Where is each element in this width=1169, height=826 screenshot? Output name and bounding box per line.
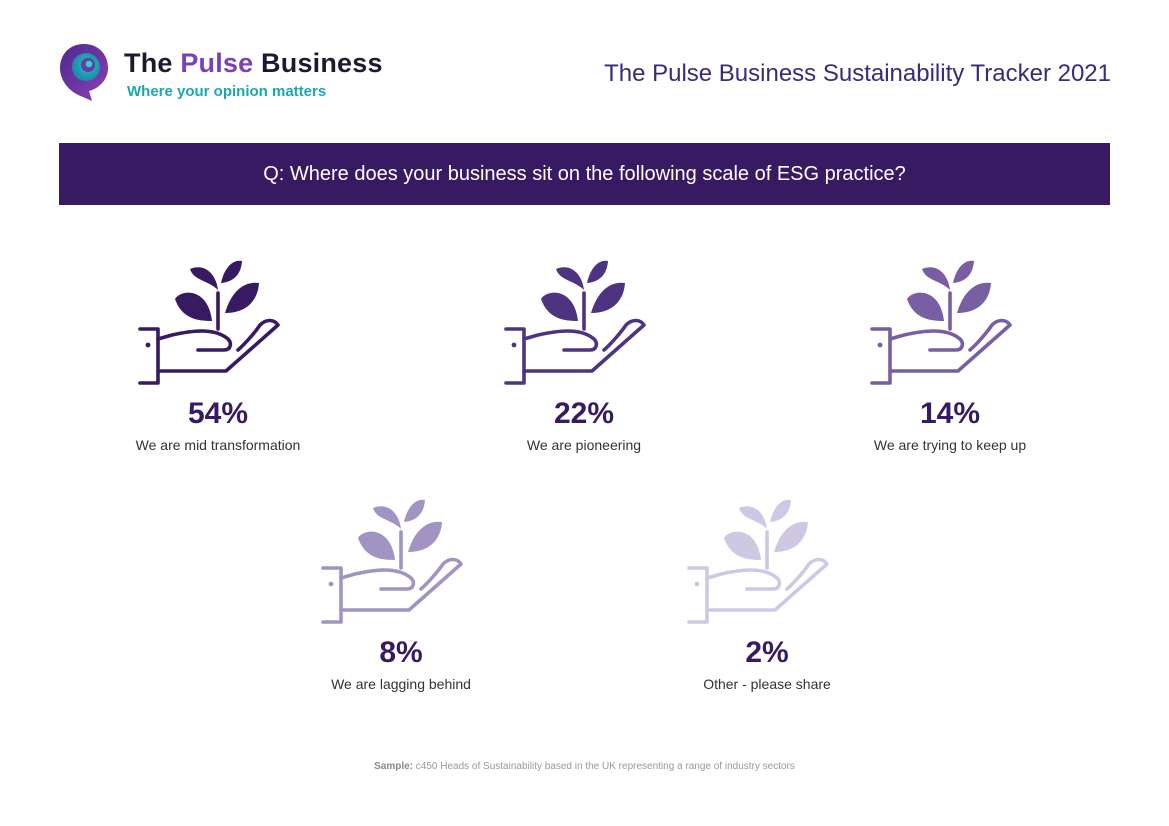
plant-in-hand-icon bbox=[870, 260, 1012, 385]
tracker-title: The Pulse Business Sustainability Tracke… bbox=[604, 60, 1111, 87]
value-label: 8% bbox=[379, 636, 423, 669]
sample-label: Sample: bbox=[374, 761, 413, 772]
sample-note: Sample: c450 Heads of Sustainability bas… bbox=[0, 761, 1169, 772]
brand-tagline: Where your opinion matters bbox=[127, 83, 327, 100]
category-label: We are mid transformation bbox=[135, 437, 301, 453]
brand-name-part1: The bbox=[124, 48, 181, 78]
value-label: 22% bbox=[553, 397, 615, 430]
brand-name-accent: Pulse bbox=[180, 48, 254, 78]
question-text: Q: Where does your business sit on the f… bbox=[263, 162, 906, 185]
sample-text: c450 Heads of Sustainability based in th… bbox=[415, 761, 795, 772]
value-label: 2% bbox=[745, 636, 789, 669]
category-label: Other - please share bbox=[703, 676, 831, 692]
plant-in-hand-icon bbox=[504, 260, 646, 385]
result-item: 2% Other - please share bbox=[637, 494, 897, 692]
result-item: 22% We are pioneering bbox=[454, 255, 714, 453]
question-banner: Q: Where does your business sit on the f… bbox=[59, 143, 1110, 205]
value-label: 54% bbox=[187, 397, 249, 430]
result-item: 8% We are lagging behind bbox=[271, 494, 531, 692]
category-label: We are trying to keep up bbox=[873, 437, 1027, 453]
category-label: We are lagging behind bbox=[331, 676, 471, 692]
value-label: 14% bbox=[919, 397, 981, 430]
result-item: 54% We are mid transformation bbox=[88, 255, 348, 453]
plant-in-hand-icon bbox=[687, 499, 829, 624]
brand-name-part2: Business bbox=[253, 48, 383, 78]
plant-in-hand-icon bbox=[321, 499, 463, 624]
category-label: We are pioneering bbox=[526, 437, 642, 453]
result-item: 14% We are trying to keep up bbox=[820, 255, 1080, 453]
brand-name: The Pulse Business bbox=[124, 48, 383, 79]
pulse-logo-icon bbox=[60, 44, 108, 101]
brand-logo: The Pulse Business Where your opinion ma… bbox=[58, 42, 383, 104]
plant-in-hand-icon bbox=[138, 260, 280, 385]
